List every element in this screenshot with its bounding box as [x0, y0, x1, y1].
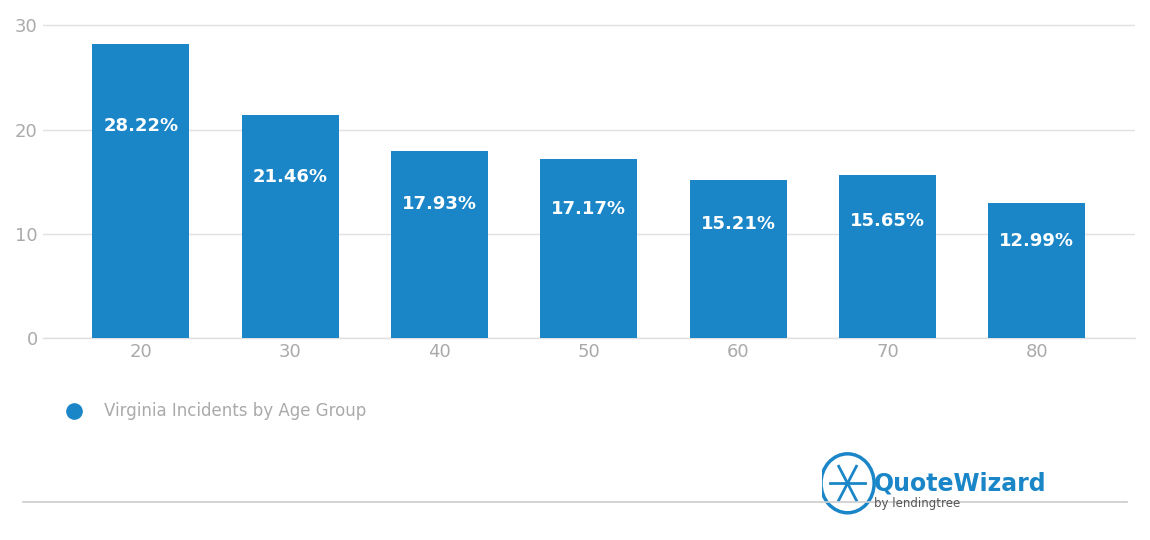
Text: 15.65%: 15.65%: [850, 212, 925, 230]
Bar: [92, 44, 190, 339]
Bar: [690, 180, 787, 339]
Text: by lendingtree: by lendingtree: [874, 497, 960, 510]
Text: 21.46%: 21.46%: [253, 168, 328, 186]
Bar: [391, 151, 488, 339]
Legend: Virginia Incidents by Age Group: Virginia Incidents by Age Group: [51, 396, 374, 427]
Bar: [840, 175, 936, 339]
Text: 17.17%: 17.17%: [551, 200, 627, 218]
Text: QuoteWizard: QuoteWizard: [874, 471, 1046, 495]
Bar: [540, 159, 637, 339]
Text: 28.22%: 28.22%: [104, 117, 178, 136]
Bar: [242, 114, 338, 339]
Text: 12.99%: 12.99%: [999, 232, 1074, 250]
Bar: [988, 203, 1086, 339]
Text: 17.93%: 17.93%: [402, 195, 477, 213]
Text: 15.21%: 15.21%: [700, 215, 775, 233]
